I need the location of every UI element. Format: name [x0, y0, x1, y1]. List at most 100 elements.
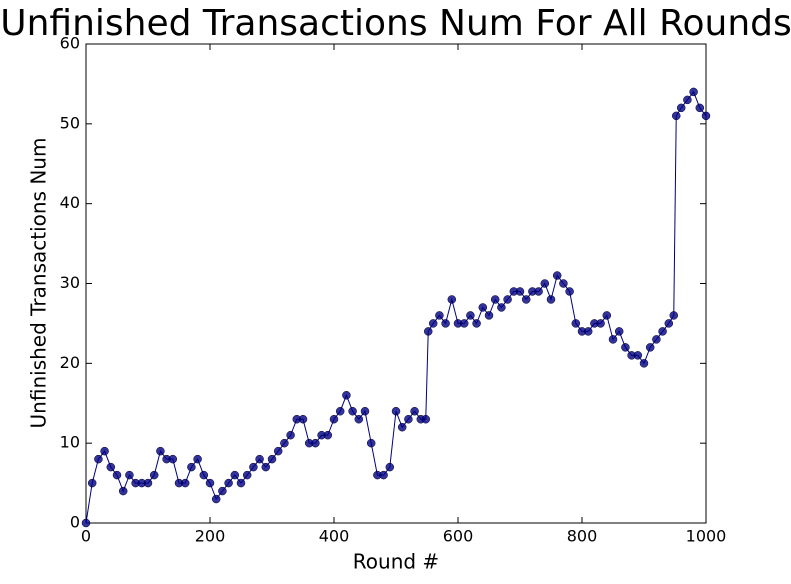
point: [230, 470, 240, 480]
point: [255, 454, 264, 464]
series-line: [85, 90, 707, 524]
point: [218, 486, 227, 496]
point: [664, 319, 674, 328]
point: [534, 287, 543, 296]
point: [94, 454, 103, 464]
point: [423, 327, 433, 336]
point: [428, 319, 438, 328]
x-tick-label: 600: [443, 527, 474, 546]
point: [472, 319, 481, 328]
point: [671, 111, 681, 121]
point: [421, 414, 431, 424]
point: [552, 271, 562, 280]
point: [447, 295, 457, 304]
point: [683, 95, 692, 105]
point: [280, 438, 289, 448]
x-tick-label: 1000: [686, 527, 727, 546]
y-tick-label: 50: [60, 113, 80, 132]
plot-frame: [85, 43, 707, 524]
y-tick-label: 20: [60, 353, 80, 372]
point: [521, 295, 531, 304]
y-tick-label: 10: [60, 433, 80, 452]
point: [236, 478, 246, 488]
point: [669, 311, 679, 320]
point: [360, 406, 370, 416]
point: [484, 311, 494, 320]
point: [497, 303, 506, 312]
point: [366, 438, 376, 448]
point: [639, 359, 649, 368]
point: [193, 454, 202, 464]
point: [273, 446, 283, 456]
y-tick-label: 60: [60, 34, 80, 53]
point: [211, 494, 221, 504]
point: [205, 478, 215, 488]
point: [658, 327, 667, 336]
point: [391, 406, 401, 416]
point: [701, 111, 711, 121]
point: [267, 454, 277, 464]
x-tick-label: 0: [81, 527, 91, 546]
point: [478, 303, 488, 312]
point: [490, 295, 500, 304]
point: [546, 295, 556, 304]
point: [335, 406, 345, 416]
point: [342, 391, 351, 400]
point: [261, 462, 271, 472]
point: [100, 446, 109, 456]
point: [676, 103, 686, 113]
point: [583, 327, 593, 336]
point: [441, 319, 450, 328]
point: [621, 343, 630, 352]
point: [385, 462, 395, 472]
point: [379, 470, 388, 480]
y-axis-label: Unfinished Transactions Num: [27, 138, 51, 429]
point: [404, 414, 413, 424]
point: [565, 287, 574, 296]
point: [596, 319, 605, 328]
point: [354, 414, 364, 424]
x-axis-label: Round #: [353, 550, 439, 574]
point: [149, 470, 159, 480]
x-tick-label: 400: [319, 527, 350, 546]
point: [329, 414, 339, 424]
point: [652, 335, 661, 344]
x-tick-label: 800: [567, 527, 598, 546]
point: [348, 406, 357, 416]
point: [81, 518, 91, 528]
point: [199, 470, 209, 480]
point: [689, 87, 698, 97]
point: [242, 470, 252, 480]
point: [614, 327, 624, 336]
point: [435, 311, 444, 320]
point: [125, 470, 134, 480]
point: [323, 430, 333, 440]
point: [286, 430, 295, 440]
point: [695, 103, 705, 113]
point: [224, 478, 233, 488]
point: [180, 478, 190, 488]
point: [298, 414, 308, 424]
x-tick-label: 200: [195, 527, 226, 546]
point: [515, 287, 525, 296]
point: [156, 446, 165, 456]
point: [112, 470, 122, 480]
point: [602, 311, 612, 320]
point: [459, 319, 469, 328]
point: [118, 486, 128, 496]
chart-title: Unfinished Transactions Num For All Roun…: [0, 3, 791, 44]
point: [503, 295, 512, 304]
point: [87, 478, 97, 488]
point: [540, 279, 550, 288]
point: [168, 454, 178, 464]
point: [559, 279, 568, 288]
y-tick-label: 0: [70, 513, 80, 532]
point: [608, 335, 618, 344]
point: [571, 319, 581, 328]
point: [633, 351, 643, 360]
point: [187, 462, 196, 472]
point: [397, 422, 407, 432]
point: [106, 462, 116, 472]
point: [466, 311, 475, 320]
